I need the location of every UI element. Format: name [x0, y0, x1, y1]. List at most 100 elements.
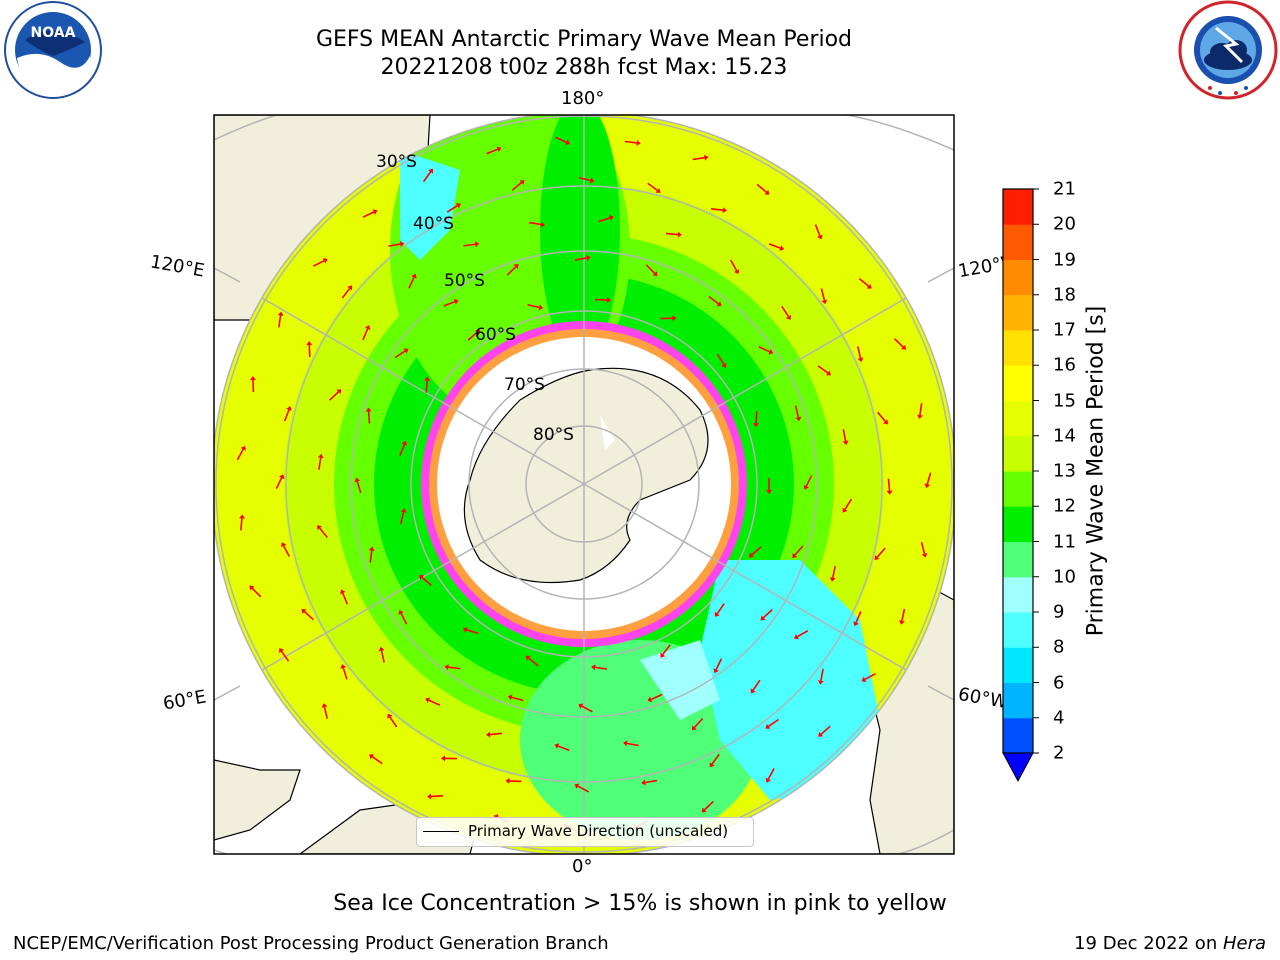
wave-arrow-head: [652, 271, 658, 277]
wave-arrow-head: [677, 231, 682, 238]
wave-arrow-shaft: [312, 260, 325, 267]
wave-arrow-shaft: [595, 666, 608, 670]
wave-arrow-head: [340, 664, 347, 669]
wave-arrow-head: [401, 440, 408, 446]
wave-arrow-shaft: [820, 725, 831, 735]
wave-arrow-head: [505, 777, 510, 784]
wave-arrow-shaft: [557, 745, 570, 752]
wave-arrow-head: [829, 577, 836, 582]
wave-arrow-shaft: [277, 315, 282, 328]
wave-arrow-shaft: [831, 565, 837, 578]
wave-arrow-head: [641, 779, 646, 786]
wave-arrow-head: [444, 664, 449, 671]
wave-arrow-shaft: [425, 380, 428, 393]
wave-arrow-head: [826, 370, 832, 376]
colorbar-tick-label: 21: [1053, 178, 1076, 200]
wave-arrow-shaft: [650, 693, 663, 701]
wave-arrow-shaft: [781, 306, 790, 317]
wave-arrow-head: [378, 646, 385, 652]
wave-arrow-shaft: [467, 331, 478, 341]
wave-arrow-head: [714, 611, 720, 617]
wave-arrow-shaft: [275, 477, 283, 490]
wave-arrow-shaft: [752, 679, 761, 691]
wave-arrow-shaft: [399, 444, 406, 456]
wave-arrow-shaft: [400, 613, 408, 625]
wave-arrow-head: [792, 553, 798, 559]
colorbar-tick-label: 16: [1053, 354, 1076, 376]
footer-host: Hera: [1222, 933, 1266, 954]
wave-arrow-shaft: [710, 208, 724, 211]
wave-arrow-shaft: [645, 779, 658, 784]
colorbar-tick-label: 15: [1053, 390, 1076, 411]
wave-arrow-shaft: [574, 257, 587, 261]
wave-arrow-head: [578, 703, 584, 709]
wave-arrow-shaft: [730, 259, 738, 271]
wave-arrow-shaft: [529, 221, 542, 226]
colorbar-segment: [1003, 576, 1033, 613]
wave-arrow-head: [916, 414, 923, 420]
wave-arrow-shaft: [362, 211, 375, 218]
colorbar-segment: [1003, 400, 1033, 437]
wave-arrow-shaft: [446, 205, 458, 213]
wave-arrow-head: [765, 777, 771, 783]
wave-arrow-head: [462, 627, 468, 633]
colorbar-segment: [1003, 435, 1033, 472]
wave-arrow-head: [721, 362, 727, 368]
nws-logo: [1178, 0, 1278, 100]
wave-arrow-shaft: [876, 547, 886, 558]
wave-arrow-shaft: [362, 328, 369, 341]
wave-arrow-shaft: [421, 576, 432, 586]
wave-arrow-head: [322, 258, 328, 264]
chart-subtitle: 20221208 t00z 288h fcst Max: 15.23: [380, 55, 788, 80]
wave-arrow-shaft: [577, 785, 589, 793]
wave-arrow-shaft: [901, 608, 906, 621]
wave-arrow-shaft: [820, 288, 826, 301]
wave-arrow-head: [574, 783, 580, 789]
wave-arrow-head: [507, 694, 513, 701]
wave-arrow-shaft: [864, 672, 876, 681]
colorbar-segment: [1003, 189, 1033, 225]
lat-label-30s: 30°S: [376, 152, 417, 172]
wave-arrow-head: [453, 298, 459, 305]
wave-arrow-head: [709, 762, 715, 768]
wave-arrow-shaft: [581, 705, 593, 713]
lat-label-80s: 80°S: [533, 425, 574, 445]
wave-arrow-shaft: [820, 668, 824, 681]
wave-arrow-shaft: [805, 475, 813, 487]
wave-arrow-shaft: [704, 800, 714, 811]
wave-arrow-shaft: [422, 171, 432, 183]
wave-arrow-head: [306, 341, 313, 346]
wave-arrow-shaft: [443, 300, 456, 307]
wave-arrow-shaft: [665, 232, 678, 236]
colorbar-title: Primary Wave Mean Period [s]: [1083, 305, 1109, 637]
wave-arrow-head: [691, 725, 697, 731]
wave-arrow-head: [716, 301, 722, 307]
wave-arrow-head: [427, 793, 432, 800]
noaa-logo: NOAA: [4, 1, 102, 99]
wave-arrow-head: [701, 807, 707, 813]
lon-label-180: 180°: [561, 88, 605, 109]
wave-arrow-shaft: [356, 481, 362, 494]
wave-arrow-head: [411, 273, 417, 279]
wave-arrow-shaft: [399, 511, 405, 525]
wave-arrow-head: [713, 668, 719, 674]
map-legend: Primary Wave Direction (unscaled): [416, 817, 754, 847]
wave-arrow-head: [733, 269, 740, 275]
wave-arrow-head: [525, 655, 531, 661]
wave-arrow-shaft: [251, 587, 262, 598]
colorbar-segment: [1003, 365, 1033, 401]
wave-arrow-head: [240, 445, 246, 451]
wave-arrow-shaft: [624, 140, 637, 144]
wave-arrow-head: [760, 615, 766, 621]
wave-arrow-shaft: [394, 350, 406, 359]
wave-arrow-head: [354, 477, 361, 483]
wave-arrow-shaft: [329, 391, 339, 401]
wave-arrow-shaft: [511, 182, 522, 191]
wave-arrow-head: [842, 440, 849, 445]
wave-arrow-shaft: [506, 266, 517, 276]
footer-credit: NCEP/EMC/Verification Post Processing Pr…: [13, 933, 609, 954]
wave-arrow-head: [372, 209, 378, 215]
wave-arrow-head: [921, 553, 928, 558]
wave-arrow-head: [886, 490, 893, 495]
